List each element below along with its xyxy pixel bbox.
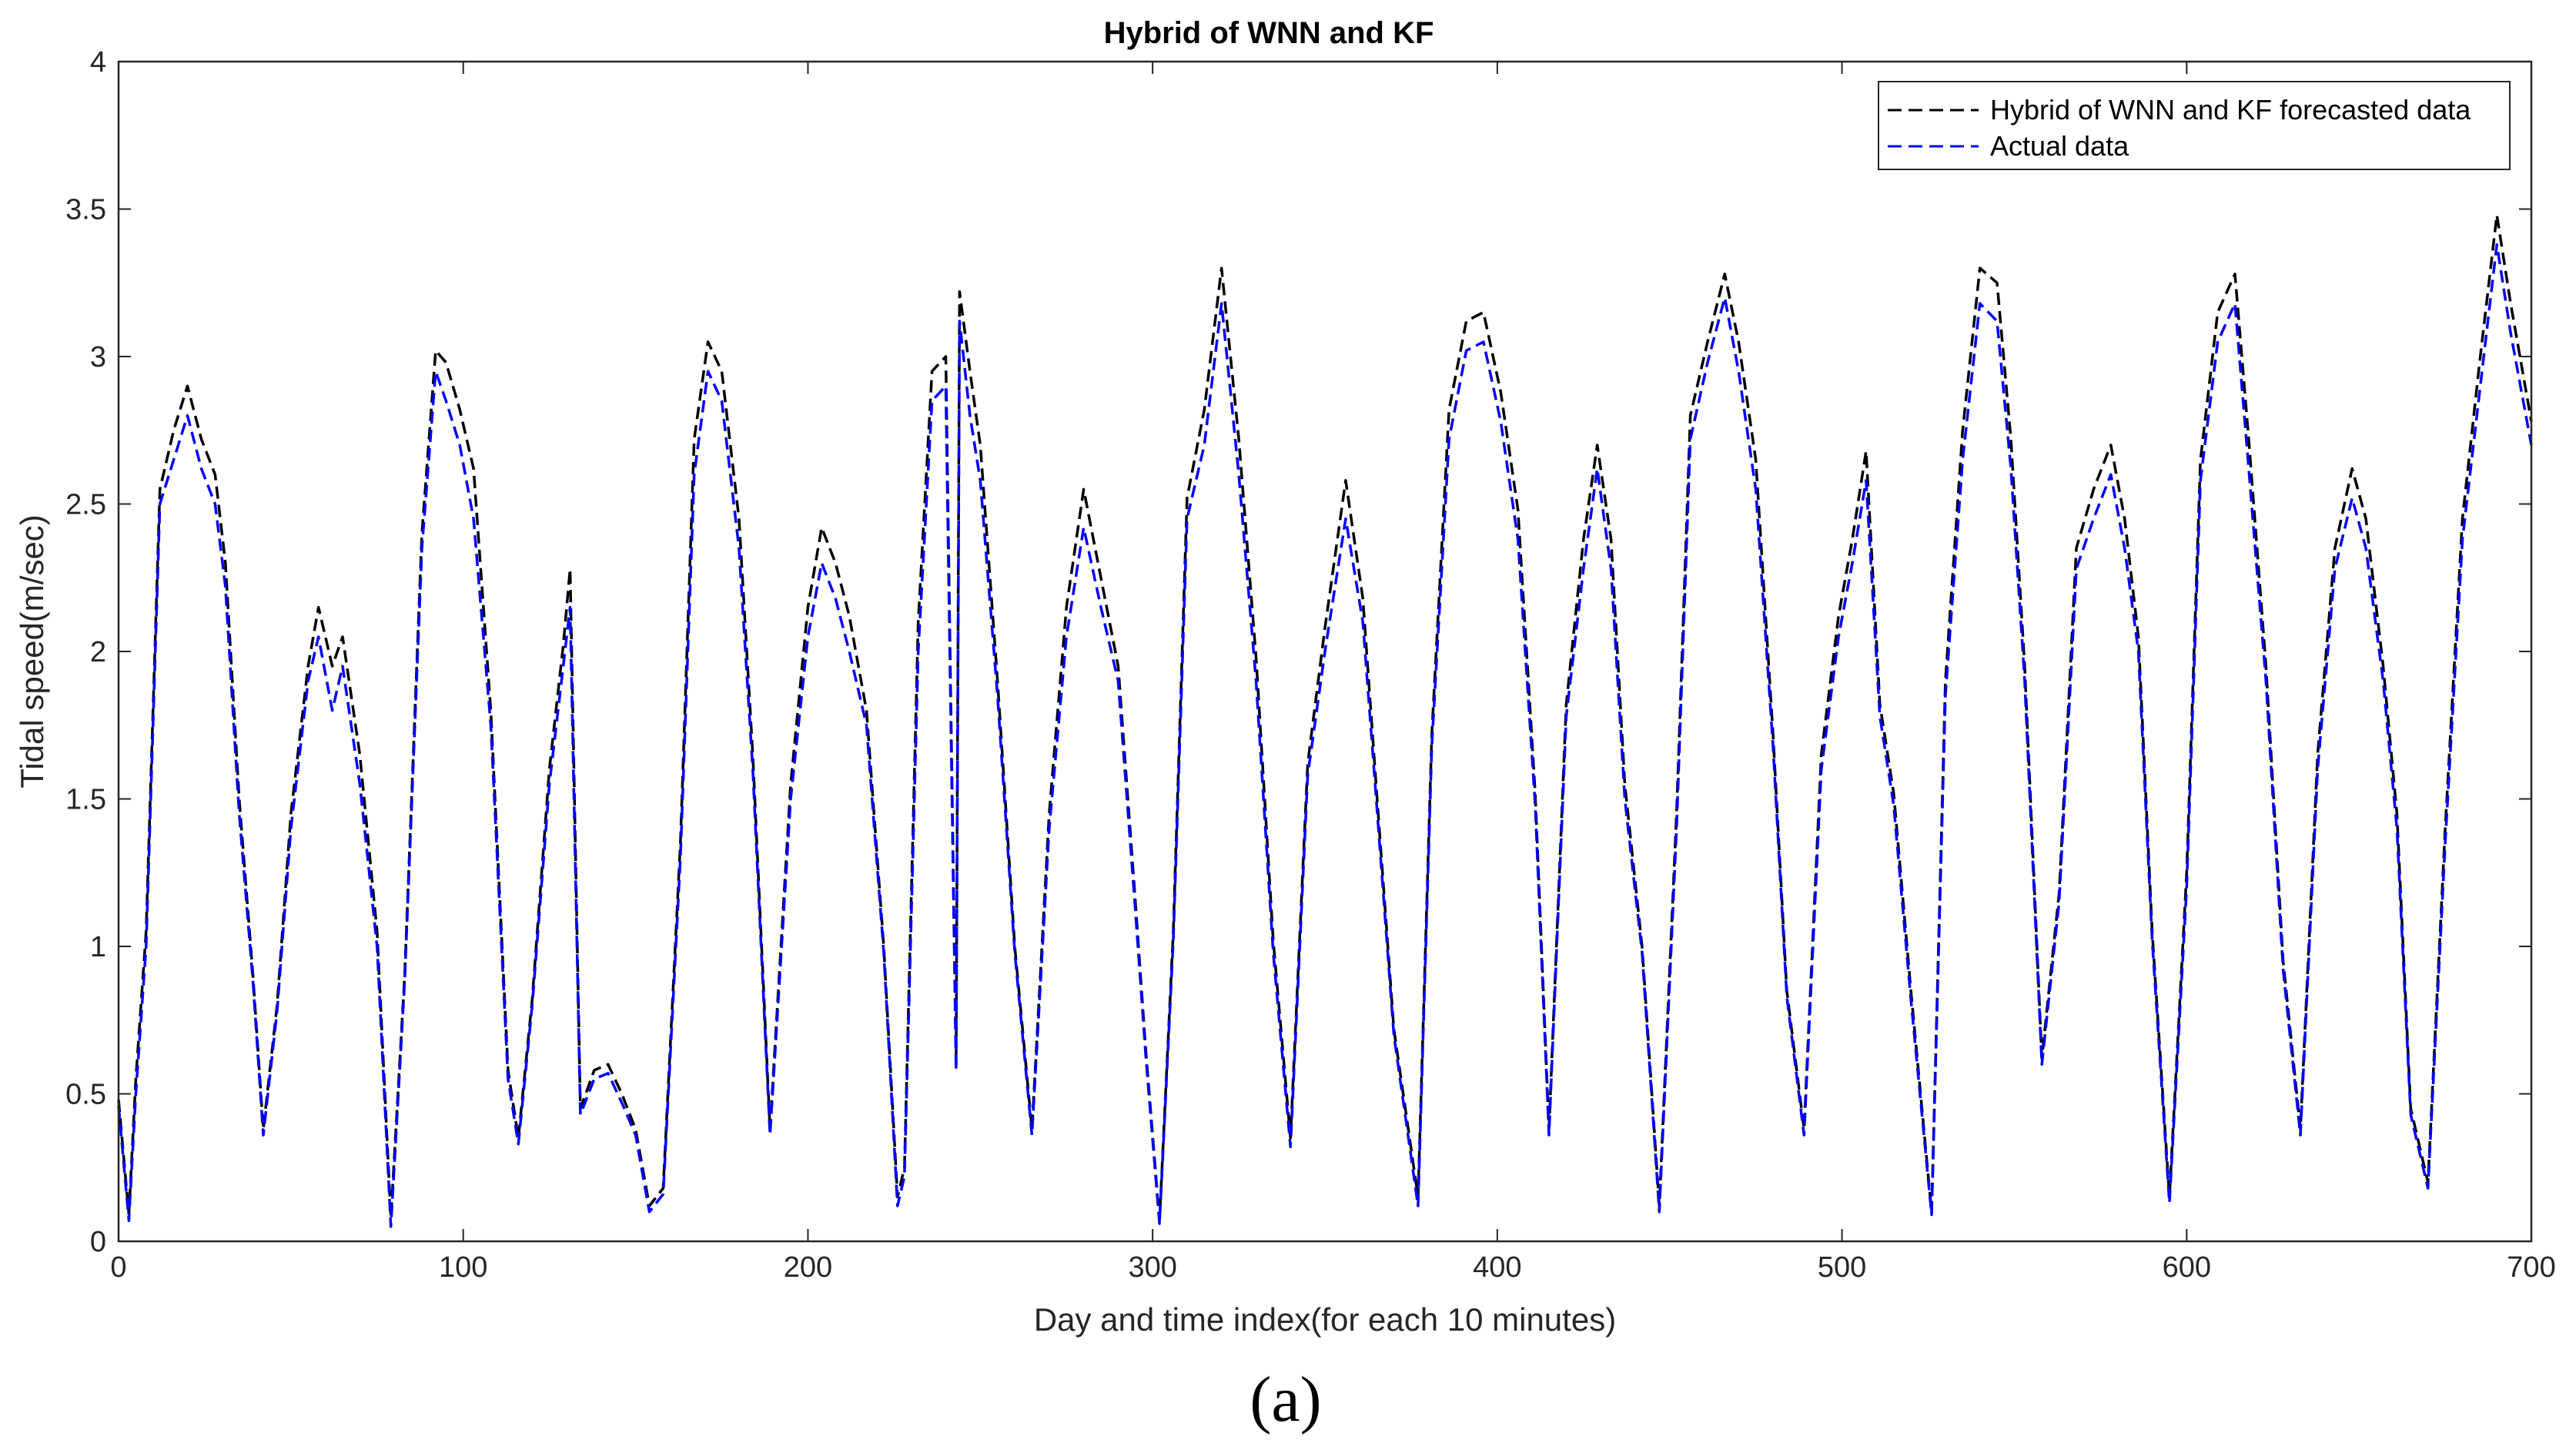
y-tick-label: 3.5 [65, 194, 106, 226]
y-axis-label: Tidal speed(m/sec) [14, 514, 50, 789]
chart-title: Hybrid of WNN and KF [1104, 16, 1434, 50]
x-axis-label: Day and time index(for each 10 minutes) [1034, 1301, 1616, 1338]
y-tick-label: 0 [90, 1226, 106, 1258]
series-line-actual [117, 243, 2533, 1228]
legend-box [1878, 81, 2511, 170]
panel-label: (a) [1250, 1364, 1321, 1435]
x-tick-label: 200 [784, 1251, 832, 1284]
legend: Hybrid of WNN and KF forecasted data Act… [1878, 81, 2511, 170]
x-tick-label: 400 [1473, 1251, 1521, 1284]
x-tick-label: 100 [439, 1251, 487, 1284]
x-tick-label: 500 [1818, 1251, 1866, 1284]
y-tick-label: 1.5 [65, 784, 106, 816]
ticks-layer: 0 100 200 300 400 500 600 700 0 0.5 1 1.5 2 2.5 3 3.5 4 [65, 46, 2556, 1284]
x-tick-label: 300 [1128, 1251, 1176, 1284]
y-tick-label: 4 [90, 46, 106, 79]
x-tick-label: 600 [2163, 1251, 2211, 1284]
legend-label-forecast: Hybrid of WNN and KF forecasted data [1990, 94, 2471, 126]
x-tick-label: 0 [110, 1251, 126, 1284]
y-tick-label: 2.5 [65, 489, 106, 521]
y-tick-label: 3 [90, 341, 106, 373]
y-tick-label: 2 [90, 636, 106, 668]
y-tick-label: 1 [90, 931, 106, 963]
series-layer [117, 213, 2533, 1228]
legend-label-actual: Actual data [1990, 130, 2129, 162]
y-tick-label: 0.5 [65, 1079, 106, 1111]
x-tick-label: 700 [2507, 1251, 2555, 1284]
